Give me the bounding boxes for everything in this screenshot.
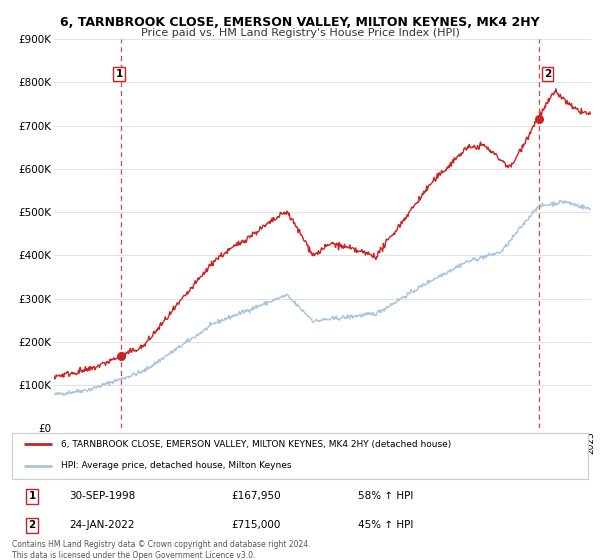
Text: 45% ↑ HPI: 45% ↑ HPI — [358, 520, 413, 530]
Text: HPI: Average price, detached house, Milton Keynes: HPI: Average price, detached house, Milt… — [61, 461, 292, 470]
Text: £167,950: £167,950 — [231, 491, 281, 501]
Text: 1: 1 — [29, 491, 36, 501]
Text: 58% ↑ HPI: 58% ↑ HPI — [358, 491, 413, 501]
Text: 2: 2 — [544, 69, 551, 79]
Text: Price paid vs. HM Land Registry's House Price Index (HPI): Price paid vs. HM Land Registry's House … — [140, 28, 460, 38]
Text: 24-JAN-2022: 24-JAN-2022 — [70, 520, 135, 530]
Text: 1: 1 — [116, 69, 123, 79]
Text: 6, TARNBROOK CLOSE, EMERSON VALLEY, MILTON KEYNES, MK4 2HY: 6, TARNBROOK CLOSE, EMERSON VALLEY, MILT… — [60, 16, 540, 29]
FancyBboxPatch shape — [12, 433, 588, 479]
Text: £715,000: £715,000 — [231, 520, 280, 530]
Text: 6, TARNBROOK CLOSE, EMERSON VALLEY, MILTON KEYNES, MK4 2HY (detached house): 6, TARNBROOK CLOSE, EMERSON VALLEY, MILT… — [61, 440, 451, 449]
Text: Contains HM Land Registry data © Crown copyright and database right 2024.
This d: Contains HM Land Registry data © Crown c… — [12, 540, 311, 559]
Text: 2: 2 — [29, 520, 36, 530]
Text: 30-SEP-1998: 30-SEP-1998 — [70, 491, 136, 501]
